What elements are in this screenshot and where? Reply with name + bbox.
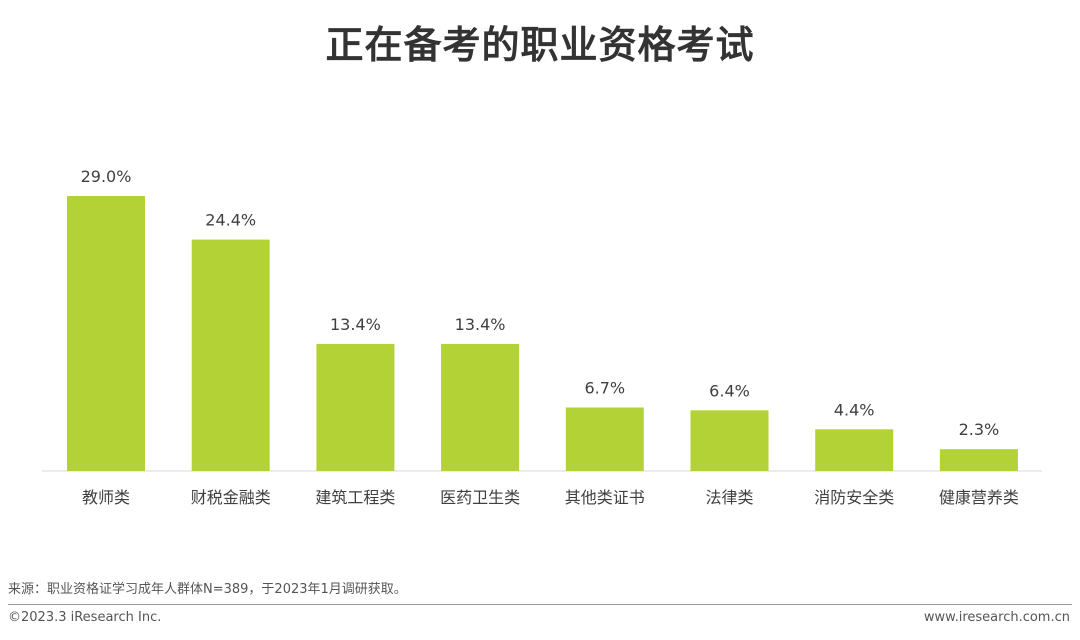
footer-divider	[8, 604, 1072, 605]
data-label: 24.4%	[205, 211, 256, 230]
data-label: 29.0%	[81, 167, 132, 186]
chart-title: 正在备考的职业资格考试	[325, 23, 755, 67]
category-label: 消防安全类	[814, 488, 894, 507]
category-label: 其他类证书	[565, 488, 645, 507]
data-label: 2.3%	[959, 420, 1000, 439]
data-label: 6.4%	[709, 381, 750, 400]
category-label: 医药卫生类	[440, 488, 520, 507]
bar	[441, 343, 520, 471]
bar	[815, 429, 894, 471]
data-label: 13.4%	[330, 315, 381, 334]
category-label: 健康营养类	[939, 488, 1019, 507]
category-label: 财税金融类	[191, 488, 271, 507]
bar-chart: 29.0% 教师类 24.4% 财税金融类 13.4% 建筑工程类 13.4% 医药卫生类 6.…	[42, 167, 1042, 507]
data-label: 4.4%	[834, 400, 875, 419]
bar	[939, 449, 1018, 471]
copyright-text: ©2023.3 iResearch Inc.	[8, 610, 162, 625]
data-label: 13.4%	[455, 315, 506, 334]
category-label: 法律类	[705, 488, 753, 507]
bar	[67, 196, 145, 471]
website-link[interactable]: www.iresearch.com.cn	[923, 610, 1070, 625]
source-note: 来源：职业资格证学习成年人群体N=389，于2023年1月调研获取。	[8, 582, 407, 597]
data-label: 6.7%	[584, 379, 625, 398]
category-label: 建筑工程类	[315, 488, 395, 507]
bar	[565, 407, 644, 471]
category-label: 教师类	[82, 488, 130, 507]
bar	[191, 239, 270, 471]
bar	[690, 410, 769, 471]
bar	[316, 343, 395, 471]
